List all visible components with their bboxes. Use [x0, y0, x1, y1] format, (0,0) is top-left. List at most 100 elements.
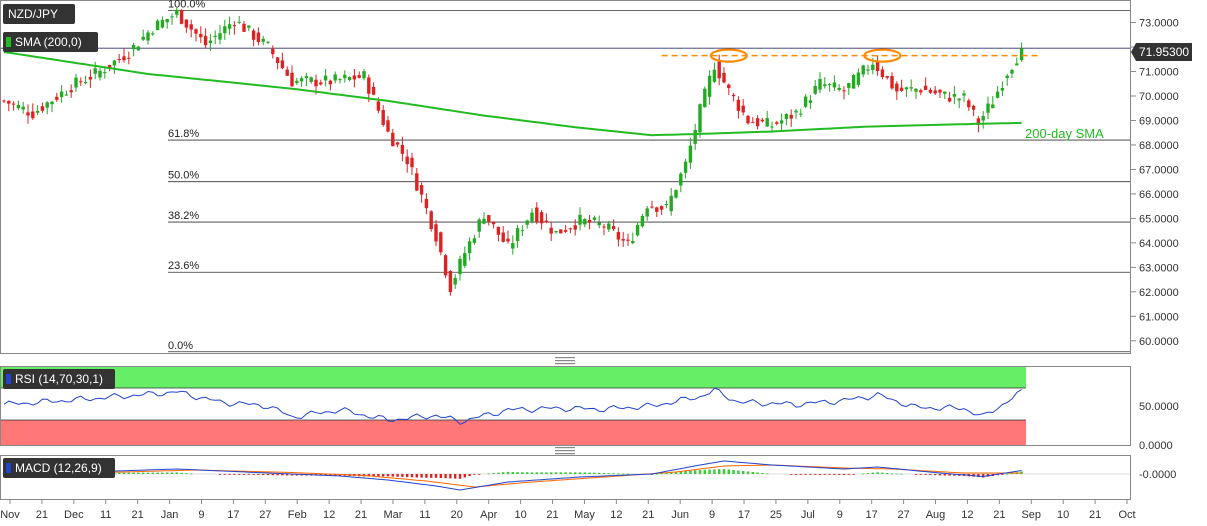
macd-histogram-bar — [578, 472, 582, 474]
candle-bearish — [928, 87, 933, 94]
price-axis-label: 61.0000 — [1139, 311, 1179, 323]
x-axis-label: 9 — [198, 509, 204, 521]
macd-tag[interactable]: MACD (12,26,9) — [3, 458, 115, 478]
candle-body — [611, 226, 616, 230]
candle-bearish — [650, 200, 654, 209]
candle-body — [352, 75, 357, 80]
candle-body — [391, 132, 395, 147]
candle-body — [578, 214, 582, 225]
candle-bullish — [909, 79, 913, 92]
candle-bullish — [165, 18, 169, 29]
macd-histogram-bar — [247, 474, 250, 475]
macd-histogram-bar — [982, 474, 985, 478]
fib-level-label: 23.6% — [168, 260, 199, 272]
macd-histogram-bar — [377, 474, 380, 477]
candle-bullish — [592, 215, 597, 222]
candle-body — [223, 26, 227, 34]
macd-histogram-bar — [266, 474, 270, 476]
macd-histogram-bar — [818, 474, 822, 475]
candle-bearish — [760, 117, 765, 123]
rsi-tag[interactable]: RSI (14,70,30,1) — [3, 369, 115, 389]
candle-body — [962, 93, 966, 96]
candle-bullish — [227, 16, 232, 35]
candle-body — [127, 57, 131, 59]
macd-histogram-bar — [444, 474, 447, 479]
candle-bullish — [631, 232, 635, 245]
x-axis-label: 9 — [709, 509, 715, 521]
candle-body — [74, 77, 78, 88]
macd-histogram-bar — [530, 472, 534, 474]
candle-body — [347, 77, 352, 81]
candle-bearish — [487, 215, 491, 226]
candle-bearish — [434, 219, 438, 247]
candle-bearish — [587, 214, 592, 230]
candle-body — [784, 114, 789, 120]
macd-histogram-bar — [602, 473, 606, 474]
macd-histogram-bar — [286, 474, 289, 476]
macd-histogram-bar — [607, 473, 610, 474]
price-axis-label: 65.0000 — [1139, 213, 1179, 225]
macd-histogram-bar — [329, 474, 332, 476]
candle-bullish — [21, 101, 25, 114]
candle-bearish — [919, 88, 923, 96]
candle-bullish — [794, 109, 798, 119]
candle-bullish — [362, 69, 366, 81]
price-axis-label: 63.0000 — [1139, 262, 1179, 274]
candle-body — [26, 112, 30, 116]
rsi-resize-handle[interactable] — [555, 357, 575, 365]
candle-bullish — [530, 208, 534, 224]
macd-histogram-bar — [554, 472, 558, 474]
candle-body — [237, 21, 241, 23]
candle-body — [491, 221, 496, 225]
candle-bearish — [371, 82, 376, 96]
candle-body — [323, 75, 328, 81]
candle-body — [64, 94, 69, 96]
macd-histogram-bar — [502, 472, 505, 474]
macd-histogram-bar — [694, 470, 697, 474]
candle-bullish — [64, 90, 69, 96]
candle-bullish — [323, 68, 328, 87]
candle-bullish — [847, 82, 851, 96]
candle-body — [583, 219, 587, 225]
candle-body — [573, 225, 577, 230]
candle-body — [544, 220, 549, 223]
candle-body — [141, 36, 145, 40]
sma-annotation-label: 200-day SMA — [1025, 126, 1104, 141]
candle-body — [175, 9, 179, 15]
candle-bullish — [136, 45, 141, 51]
symbol-tag[interactable]: NZD/JPY — [3, 4, 75, 24]
x-axis-label: Nov — [0, 509, 20, 521]
candle-bullish — [856, 68, 861, 88]
macd-histogram-bar — [737, 470, 740, 474]
candle-bearish — [395, 141, 400, 148]
macd-histogram-bar — [977, 474, 980, 478]
candle-bearish — [415, 168, 419, 192]
sma-tag[interactable]: SMA (200,0) — [3, 32, 98, 52]
candle-body — [770, 126, 774, 128]
candle-bearish — [26, 104, 30, 124]
x-axis-label: 21 — [546, 509, 558, 521]
macd-tag-label: MACD (12,26,9) — [15, 461, 102, 475]
candle-body — [688, 145, 693, 163]
macd-histogram-bar — [751, 472, 754, 474]
candle-bullish — [160, 16, 165, 29]
candle-body — [247, 25, 251, 28]
candle-body — [631, 241, 635, 244]
candle-bullish — [688, 137, 693, 169]
candle-bearish — [199, 26, 203, 43]
x-axis-label: 21 — [642, 509, 654, 521]
macd-histogram-bar — [449, 474, 452, 479]
candle-body — [333, 74, 337, 81]
candle-bullish — [347, 76, 352, 82]
candle-body — [40, 106, 45, 111]
macd-histogram-bar — [132, 472, 135, 474]
fib-level-label: 61.8% — [168, 128, 199, 140]
candle-bearish — [2, 99, 6, 104]
candle-body — [103, 72, 107, 74]
candle-bullish — [237, 16, 241, 25]
macd-histogram-bar — [1001, 474, 1004, 475]
macd-resize-handle[interactable] — [555, 447, 575, 455]
candle-bearish — [899, 79, 904, 92]
candle-bullish — [712, 62, 717, 83]
candle-bullish — [467, 237, 472, 261]
